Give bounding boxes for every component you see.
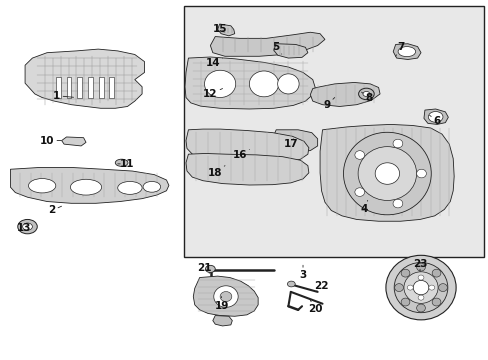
Ellipse shape bbox=[374, 163, 399, 184]
Ellipse shape bbox=[438, 284, 447, 292]
Ellipse shape bbox=[205, 265, 215, 273]
Ellipse shape bbox=[417, 295, 423, 300]
Ellipse shape bbox=[343, 132, 430, 215]
Bar bbox=[183, 6, 484, 257]
Text: 19: 19 bbox=[214, 297, 228, 311]
Ellipse shape bbox=[362, 91, 369, 96]
Ellipse shape bbox=[392, 199, 402, 208]
Ellipse shape bbox=[22, 223, 32, 230]
Polygon shape bbox=[10, 167, 168, 203]
Ellipse shape bbox=[407, 285, 412, 290]
Ellipse shape bbox=[357, 147, 416, 201]
Ellipse shape bbox=[204, 70, 235, 98]
Ellipse shape bbox=[412, 280, 428, 295]
Ellipse shape bbox=[416, 263, 425, 271]
Ellipse shape bbox=[416, 169, 426, 178]
Ellipse shape bbox=[431, 269, 440, 277]
Ellipse shape bbox=[358, 88, 373, 100]
Text: 21: 21 bbox=[197, 263, 211, 273]
Text: 18: 18 bbox=[207, 166, 224, 178]
Ellipse shape bbox=[392, 139, 402, 148]
Ellipse shape bbox=[417, 275, 423, 280]
Ellipse shape bbox=[394, 284, 403, 292]
Polygon shape bbox=[392, 44, 420, 59]
Bar bbox=[88, 77, 93, 98]
Text: 3: 3 bbox=[299, 265, 306, 280]
Polygon shape bbox=[210, 32, 325, 56]
Bar bbox=[56, 77, 61, 98]
Ellipse shape bbox=[118, 181, 142, 194]
Polygon shape bbox=[423, 109, 447, 125]
Bar bbox=[77, 77, 82, 98]
Text: 9: 9 bbox=[323, 98, 334, 110]
Ellipse shape bbox=[400, 298, 409, 306]
Text: 23: 23 bbox=[412, 259, 427, 271]
Ellipse shape bbox=[18, 220, 37, 234]
Polygon shape bbox=[25, 49, 144, 108]
Polygon shape bbox=[310, 82, 379, 107]
Polygon shape bbox=[272, 130, 317, 151]
Text: 14: 14 bbox=[205, 58, 222, 68]
Ellipse shape bbox=[397, 46, 415, 57]
Polygon shape bbox=[193, 276, 258, 316]
Polygon shape bbox=[61, 137, 86, 146]
Ellipse shape bbox=[416, 304, 425, 312]
Bar bbox=[109, 77, 114, 98]
Text: 22: 22 bbox=[314, 281, 328, 291]
Polygon shape bbox=[217, 24, 234, 36]
Ellipse shape bbox=[220, 292, 231, 302]
Ellipse shape bbox=[428, 285, 434, 290]
Text: 4: 4 bbox=[360, 201, 367, 214]
Polygon shape bbox=[212, 316, 232, 326]
Ellipse shape bbox=[354, 151, 364, 159]
Ellipse shape bbox=[427, 112, 442, 122]
Ellipse shape bbox=[28, 179, 56, 193]
Ellipse shape bbox=[70, 179, 102, 195]
Text: 16: 16 bbox=[232, 149, 249, 160]
Text: 1: 1 bbox=[53, 91, 73, 101]
Polygon shape bbox=[184, 57, 315, 109]
Text: 17: 17 bbox=[283, 139, 298, 149]
Text: 12: 12 bbox=[203, 89, 222, 99]
Text: 7: 7 bbox=[395, 42, 404, 56]
Ellipse shape bbox=[287, 281, 295, 287]
Text: 6: 6 bbox=[429, 115, 440, 126]
Text: 8: 8 bbox=[361, 92, 372, 103]
Polygon shape bbox=[273, 44, 307, 58]
Ellipse shape bbox=[277, 74, 299, 94]
Bar bbox=[66, 77, 71, 98]
Text: 2: 2 bbox=[48, 206, 61, 216]
Ellipse shape bbox=[249, 71, 278, 97]
Ellipse shape bbox=[213, 286, 238, 307]
Polygon shape bbox=[320, 125, 453, 221]
Polygon shape bbox=[185, 129, 308, 163]
Polygon shape bbox=[185, 153, 308, 185]
Text: 10: 10 bbox=[40, 136, 61, 145]
Text: 20: 20 bbox=[307, 300, 322, 314]
Text: 13: 13 bbox=[17, 224, 31, 233]
Ellipse shape bbox=[143, 181, 160, 192]
Ellipse shape bbox=[403, 272, 437, 303]
Text: 5: 5 bbox=[272, 42, 281, 54]
Ellipse shape bbox=[115, 159, 128, 166]
Ellipse shape bbox=[400, 269, 409, 277]
Ellipse shape bbox=[393, 262, 447, 313]
Ellipse shape bbox=[431, 298, 440, 306]
Bar bbox=[99, 77, 103, 98]
Text: 15: 15 bbox=[212, 24, 227, 35]
Ellipse shape bbox=[385, 255, 455, 320]
Ellipse shape bbox=[354, 188, 364, 197]
Text: 11: 11 bbox=[118, 159, 135, 169]
